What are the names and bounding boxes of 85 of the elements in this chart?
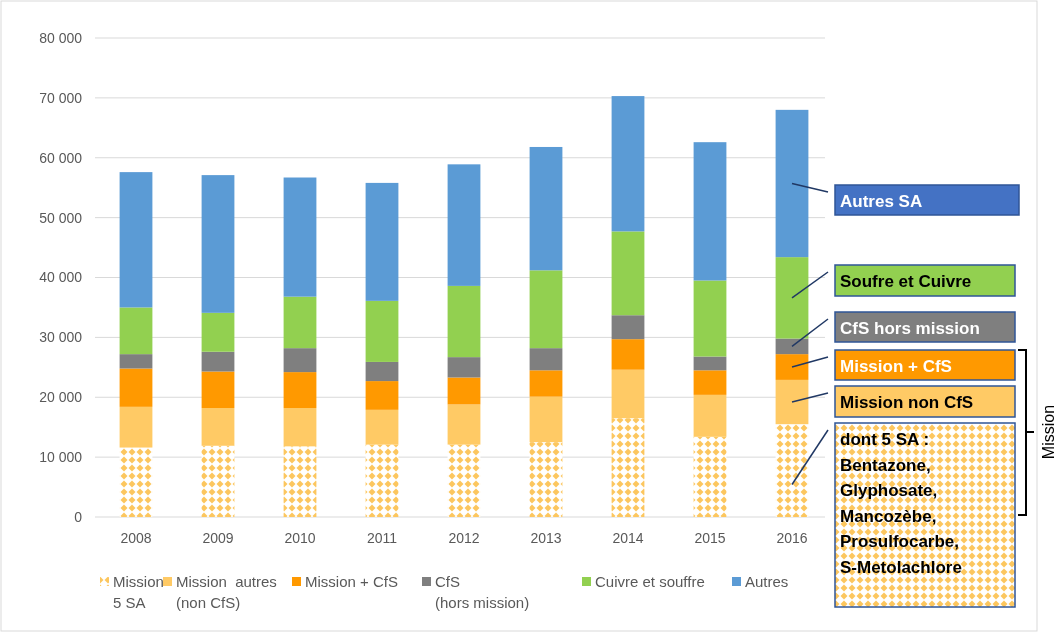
y-tick-label: 60 000 (39, 149, 83, 166)
bar (611, 231, 645, 316)
bar (693, 370, 727, 395)
bar (693, 280, 727, 357)
bar (201, 445, 235, 517)
y-tick-label: 50 000 (39, 209, 83, 226)
y-tick-label: 80 000 (39, 29, 83, 46)
bar (611, 339, 645, 370)
bar (775, 379, 809, 425)
legend-label: Autres (745, 573, 789, 590)
bar (447, 357, 481, 378)
bar (365, 361, 399, 382)
bar (283, 296, 317, 349)
bar (365, 381, 399, 410)
x-tick-label: 2014 (612, 530, 644, 546)
bar (283, 348, 317, 373)
bar (447, 285, 481, 358)
bar (447, 377, 481, 405)
bar (693, 142, 727, 281)
y-tick-label: 30 000 (39, 329, 83, 346)
bar (529, 348, 563, 371)
legend-label: Mission 5 SA (113, 573, 164, 611)
bar (775, 338, 809, 355)
text: Mission + CfS (840, 357, 952, 376)
y-tick-label: 10 000 (39, 449, 83, 466)
bar (529, 442, 563, 517)
text: Mission non CfS (840, 393, 974, 412)
text: dont 5 SA : Bentazone, Glyphosate, Mancozèbe, Prosulfocarbe, S-Metolachlore (840, 430, 962, 577)
y-tick-label: 0 (74, 508, 83, 525)
bar (693, 436, 727, 517)
bar (775, 354, 809, 380)
bar (201, 408, 235, 446)
bar (365, 444, 399, 517)
text: Autres SA (840, 192, 923, 211)
bar (283, 408, 317, 447)
bar (775, 109, 809, 258)
x-tick-label: 2011 (366, 530, 398, 546)
bar (447, 404, 481, 445)
y-tick-label: 70 000 (39, 89, 83, 106)
bar (365, 409, 399, 445)
bar (611, 369, 645, 419)
bar (611, 96, 645, 232)
x-tick-label: 2015 (694, 530, 726, 546)
bar (283, 372, 317, 409)
bar (529, 146, 563, 271)
bar (529, 270, 563, 349)
bar (447, 444, 481, 517)
bar (119, 368, 153, 407)
bar (611, 418, 645, 517)
bar (283, 177, 317, 297)
bar (775, 257, 809, 339)
x-tick-label: 2016 (776, 530, 808, 546)
bar (283, 446, 317, 517)
x-tick-label: 2009 (202, 530, 234, 546)
bar (693, 394, 727, 437)
text: Soufre et Cuivre (840, 272, 972, 291)
bar (201, 175, 235, 313)
legend-label: CfS (hors mission) (435, 573, 530, 611)
bar (119, 447, 153, 517)
bar (693, 356, 727, 371)
legend-label: Mission + CfS (305, 573, 398, 590)
bar (119, 406, 153, 448)
bar (529, 370, 563, 397)
text: Mission (1039, 404, 1057, 460)
legend-label: Cuivre et souffre (595, 573, 705, 590)
x-tick-label: 2012 (448, 530, 480, 546)
bar (119, 172, 153, 308)
bar (775, 424, 809, 517)
x-tick-label: 2010 (284, 530, 316, 546)
y-tick-label: 20 000 (39, 389, 83, 406)
bar (529, 396, 563, 443)
bar (447, 164, 481, 286)
bar (365, 300, 399, 362)
y-tick-label: 40 000 (39, 269, 83, 286)
bar (365, 182, 399, 301)
text: CfS hors mission (840, 319, 980, 338)
bar (201, 312, 235, 352)
bar (119, 354, 153, 369)
x-tick-label: 2008 (120, 530, 152, 546)
x-tick-label: 2013 (530, 530, 562, 546)
bar (201, 371, 235, 409)
bar (201, 351, 235, 372)
legend-label: Mission autres (non CfS) (176, 573, 277, 611)
bar (611, 315, 645, 340)
bar (119, 307, 153, 355)
